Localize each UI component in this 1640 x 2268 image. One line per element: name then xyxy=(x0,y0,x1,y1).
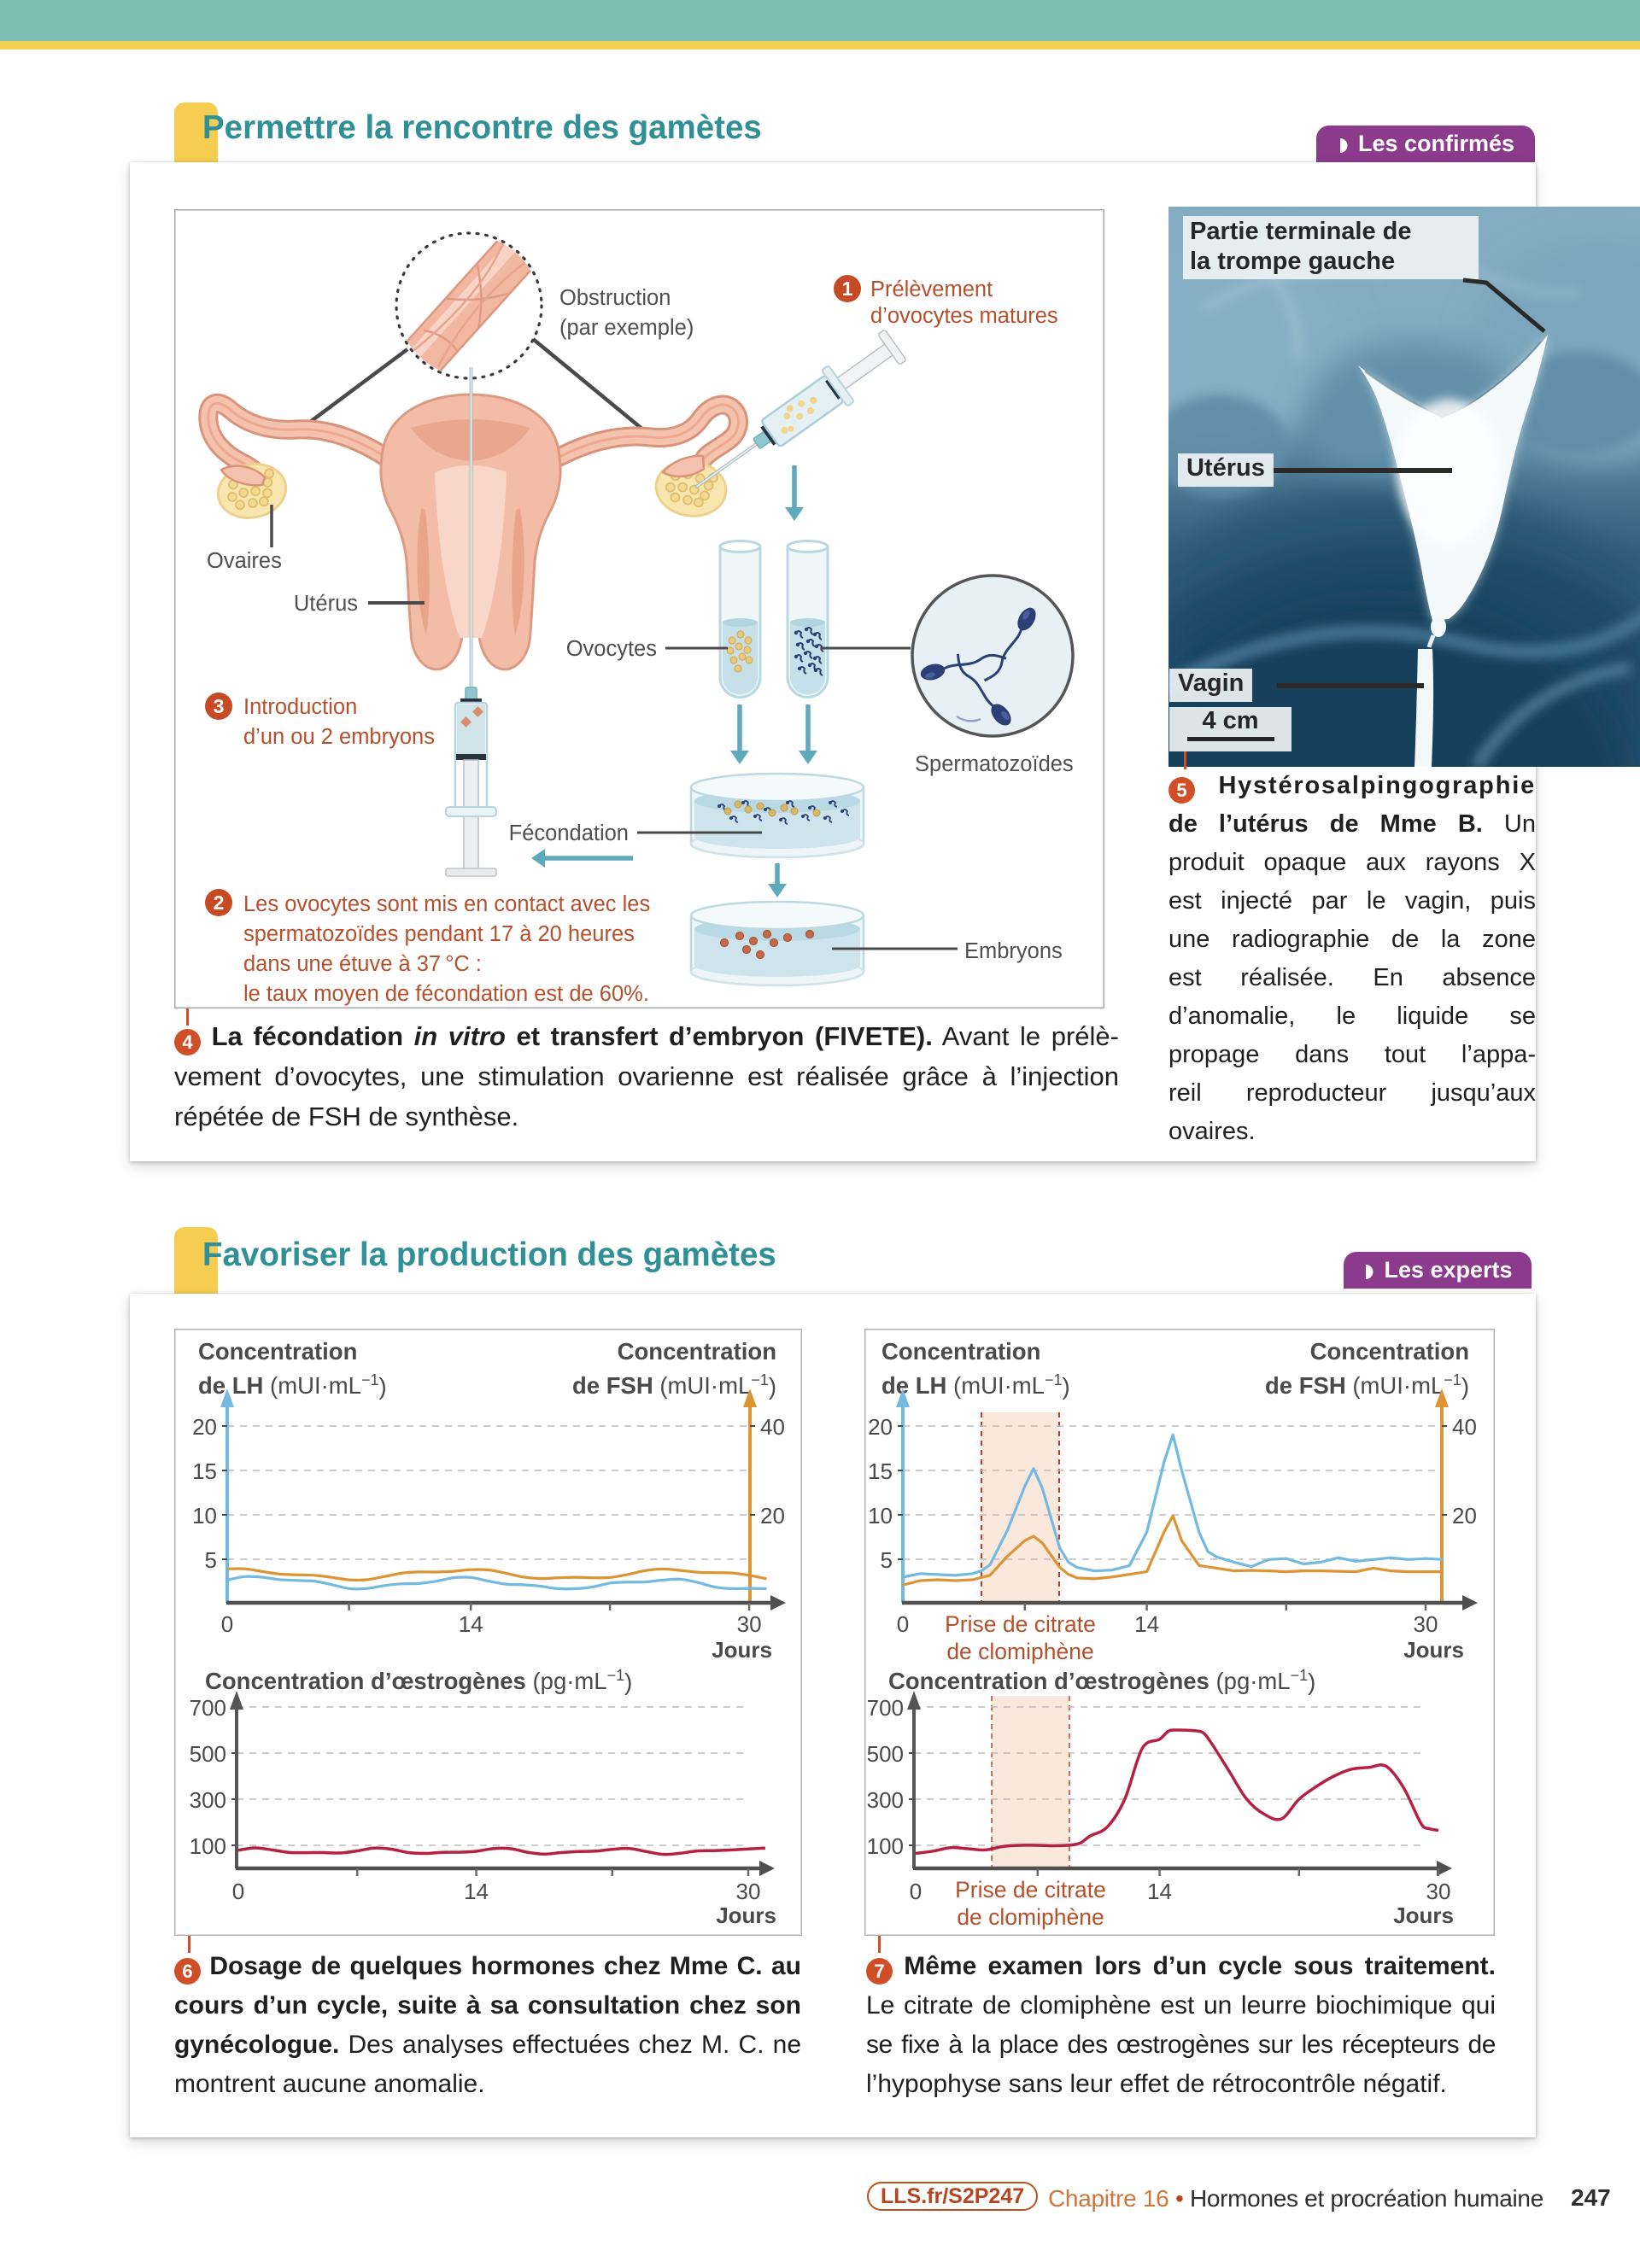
svg-text:Ovaires: Ovaires xyxy=(207,549,282,573)
svg-text:14: 14 xyxy=(464,1879,489,1904)
svg-text:Jours: Jours xyxy=(716,1903,776,1928)
svg-text:de LH (mUI·mL−1): de LH (mUI·mL−1) xyxy=(198,1371,387,1400)
svg-text:Prise de citrate: Prise de citrate xyxy=(945,1611,1096,1637)
svg-text:5: 5 xyxy=(205,1547,217,1573)
svg-text:300: 300 xyxy=(190,1787,226,1813)
svg-text:Concentration: Concentration xyxy=(882,1338,1040,1365)
svg-text:2: 2 xyxy=(214,891,225,914)
svg-text:spermatozoïdes pendant 17 à 20: spermatozoïdes pendant 17 à 20 heures xyxy=(243,922,635,946)
svg-text:5: 5 xyxy=(881,1547,893,1573)
svg-text:500: 500 xyxy=(190,1741,226,1767)
svg-text:Embryons: Embryons xyxy=(964,939,1063,963)
svg-text:14: 14 xyxy=(1134,1611,1159,1637)
svg-text:0: 0 xyxy=(221,1611,233,1637)
svg-text:100: 100 xyxy=(867,1833,904,1859)
svg-text:15: 15 xyxy=(192,1458,217,1484)
svg-text:de FSH (mUI·mL−1): de FSH (mUI·mL−1) xyxy=(572,1371,776,1400)
svg-text:Jours: Jours xyxy=(712,1637,772,1663)
svg-text:0: 0 xyxy=(232,1879,244,1904)
svg-text:30: 30 xyxy=(1414,1611,1438,1637)
svg-text:de FSH (mUI·mL−1): de FSH (mUI·mL−1) xyxy=(1265,1371,1469,1400)
svg-text:Jours: Jours xyxy=(1393,1903,1454,1928)
svg-text:d’ovocytes matures: d’ovocytes matures xyxy=(870,304,1058,328)
svg-text:14: 14 xyxy=(459,1611,483,1637)
svg-text:700: 700 xyxy=(867,1695,904,1721)
svg-text:20: 20 xyxy=(868,1414,893,1440)
svg-text:Concentration: Concentration xyxy=(198,1338,357,1365)
svg-text:15: 15 xyxy=(868,1458,893,1484)
svg-text:(par exemple): (par exemple) xyxy=(559,316,694,340)
svg-text:de clomiphène: de clomiphène xyxy=(957,1904,1104,1930)
svg-text:Ovocytes: Ovocytes xyxy=(566,637,657,661)
svg-text:0: 0 xyxy=(897,1611,909,1637)
svg-text:Jours: Jours xyxy=(1403,1637,1464,1663)
svg-text:1: 1 xyxy=(842,278,853,300)
svg-text:Prise de citrate: Prise de citrate xyxy=(955,1877,1106,1903)
svg-text:30: 30 xyxy=(737,1611,762,1637)
svg-text:500: 500 xyxy=(867,1741,904,1767)
svg-text:Fécondation: Fécondation xyxy=(509,821,629,845)
svg-text:de clomiphène: de clomiphène xyxy=(946,1639,1093,1664)
svg-text:Concentration: Concentration xyxy=(618,1338,776,1365)
svg-text:le taux moyen de fécondation e: le taux moyen de fécondation est de 60%. xyxy=(243,982,649,1006)
svg-text:20: 20 xyxy=(1452,1503,1477,1529)
svg-text:Concentration d’œstrogènes (pg: Concentration d’œstrogènes (pg·mL−1) xyxy=(205,1667,632,1695)
svg-text:30: 30 xyxy=(736,1879,761,1904)
svg-text:14: 14 xyxy=(1147,1879,1172,1904)
svg-text:20: 20 xyxy=(760,1503,785,1529)
svg-text:10: 10 xyxy=(192,1503,217,1529)
svg-text:300: 300 xyxy=(867,1787,904,1813)
svg-text:Obstruction: Obstruction xyxy=(559,286,671,310)
svg-text:Concentration: Concentration xyxy=(1310,1338,1469,1365)
svg-text:Spermatozoïdes: Spermatozoïdes xyxy=(915,752,1074,776)
svg-text:20: 20 xyxy=(192,1414,217,1440)
svg-text:Concentration d’œstrogènes (pg: Concentration d’œstrogènes (pg·mL−1) xyxy=(888,1667,1315,1695)
svg-text:d’un ou 2 embryons: d’un ou 2 embryons xyxy=(243,725,435,749)
svg-text:Les ovocytes sont mis en conta: Les ovocytes sont mis en contact avec le… xyxy=(243,892,650,916)
svg-text:Prélèvement: Prélèvement xyxy=(870,278,993,301)
svg-text:de LH (mUI·mL−1): de LH (mUI·mL−1) xyxy=(882,1371,1070,1400)
svg-text:3: 3 xyxy=(214,695,225,717)
svg-text:40: 40 xyxy=(760,1414,785,1440)
svg-text:40: 40 xyxy=(1452,1414,1477,1440)
svg-text:100: 100 xyxy=(190,1833,226,1859)
svg-text:Introduction: Introduction xyxy=(243,695,357,719)
svg-text:dans une étuve à 37 °C :: dans une étuve à 37 °C : xyxy=(243,952,482,976)
svg-text:Utérus: Utérus xyxy=(294,592,358,616)
svg-text:700: 700 xyxy=(190,1695,226,1721)
svg-text:10: 10 xyxy=(868,1503,893,1529)
svg-text:0: 0 xyxy=(910,1879,922,1904)
svg-text:30: 30 xyxy=(1426,1879,1451,1904)
